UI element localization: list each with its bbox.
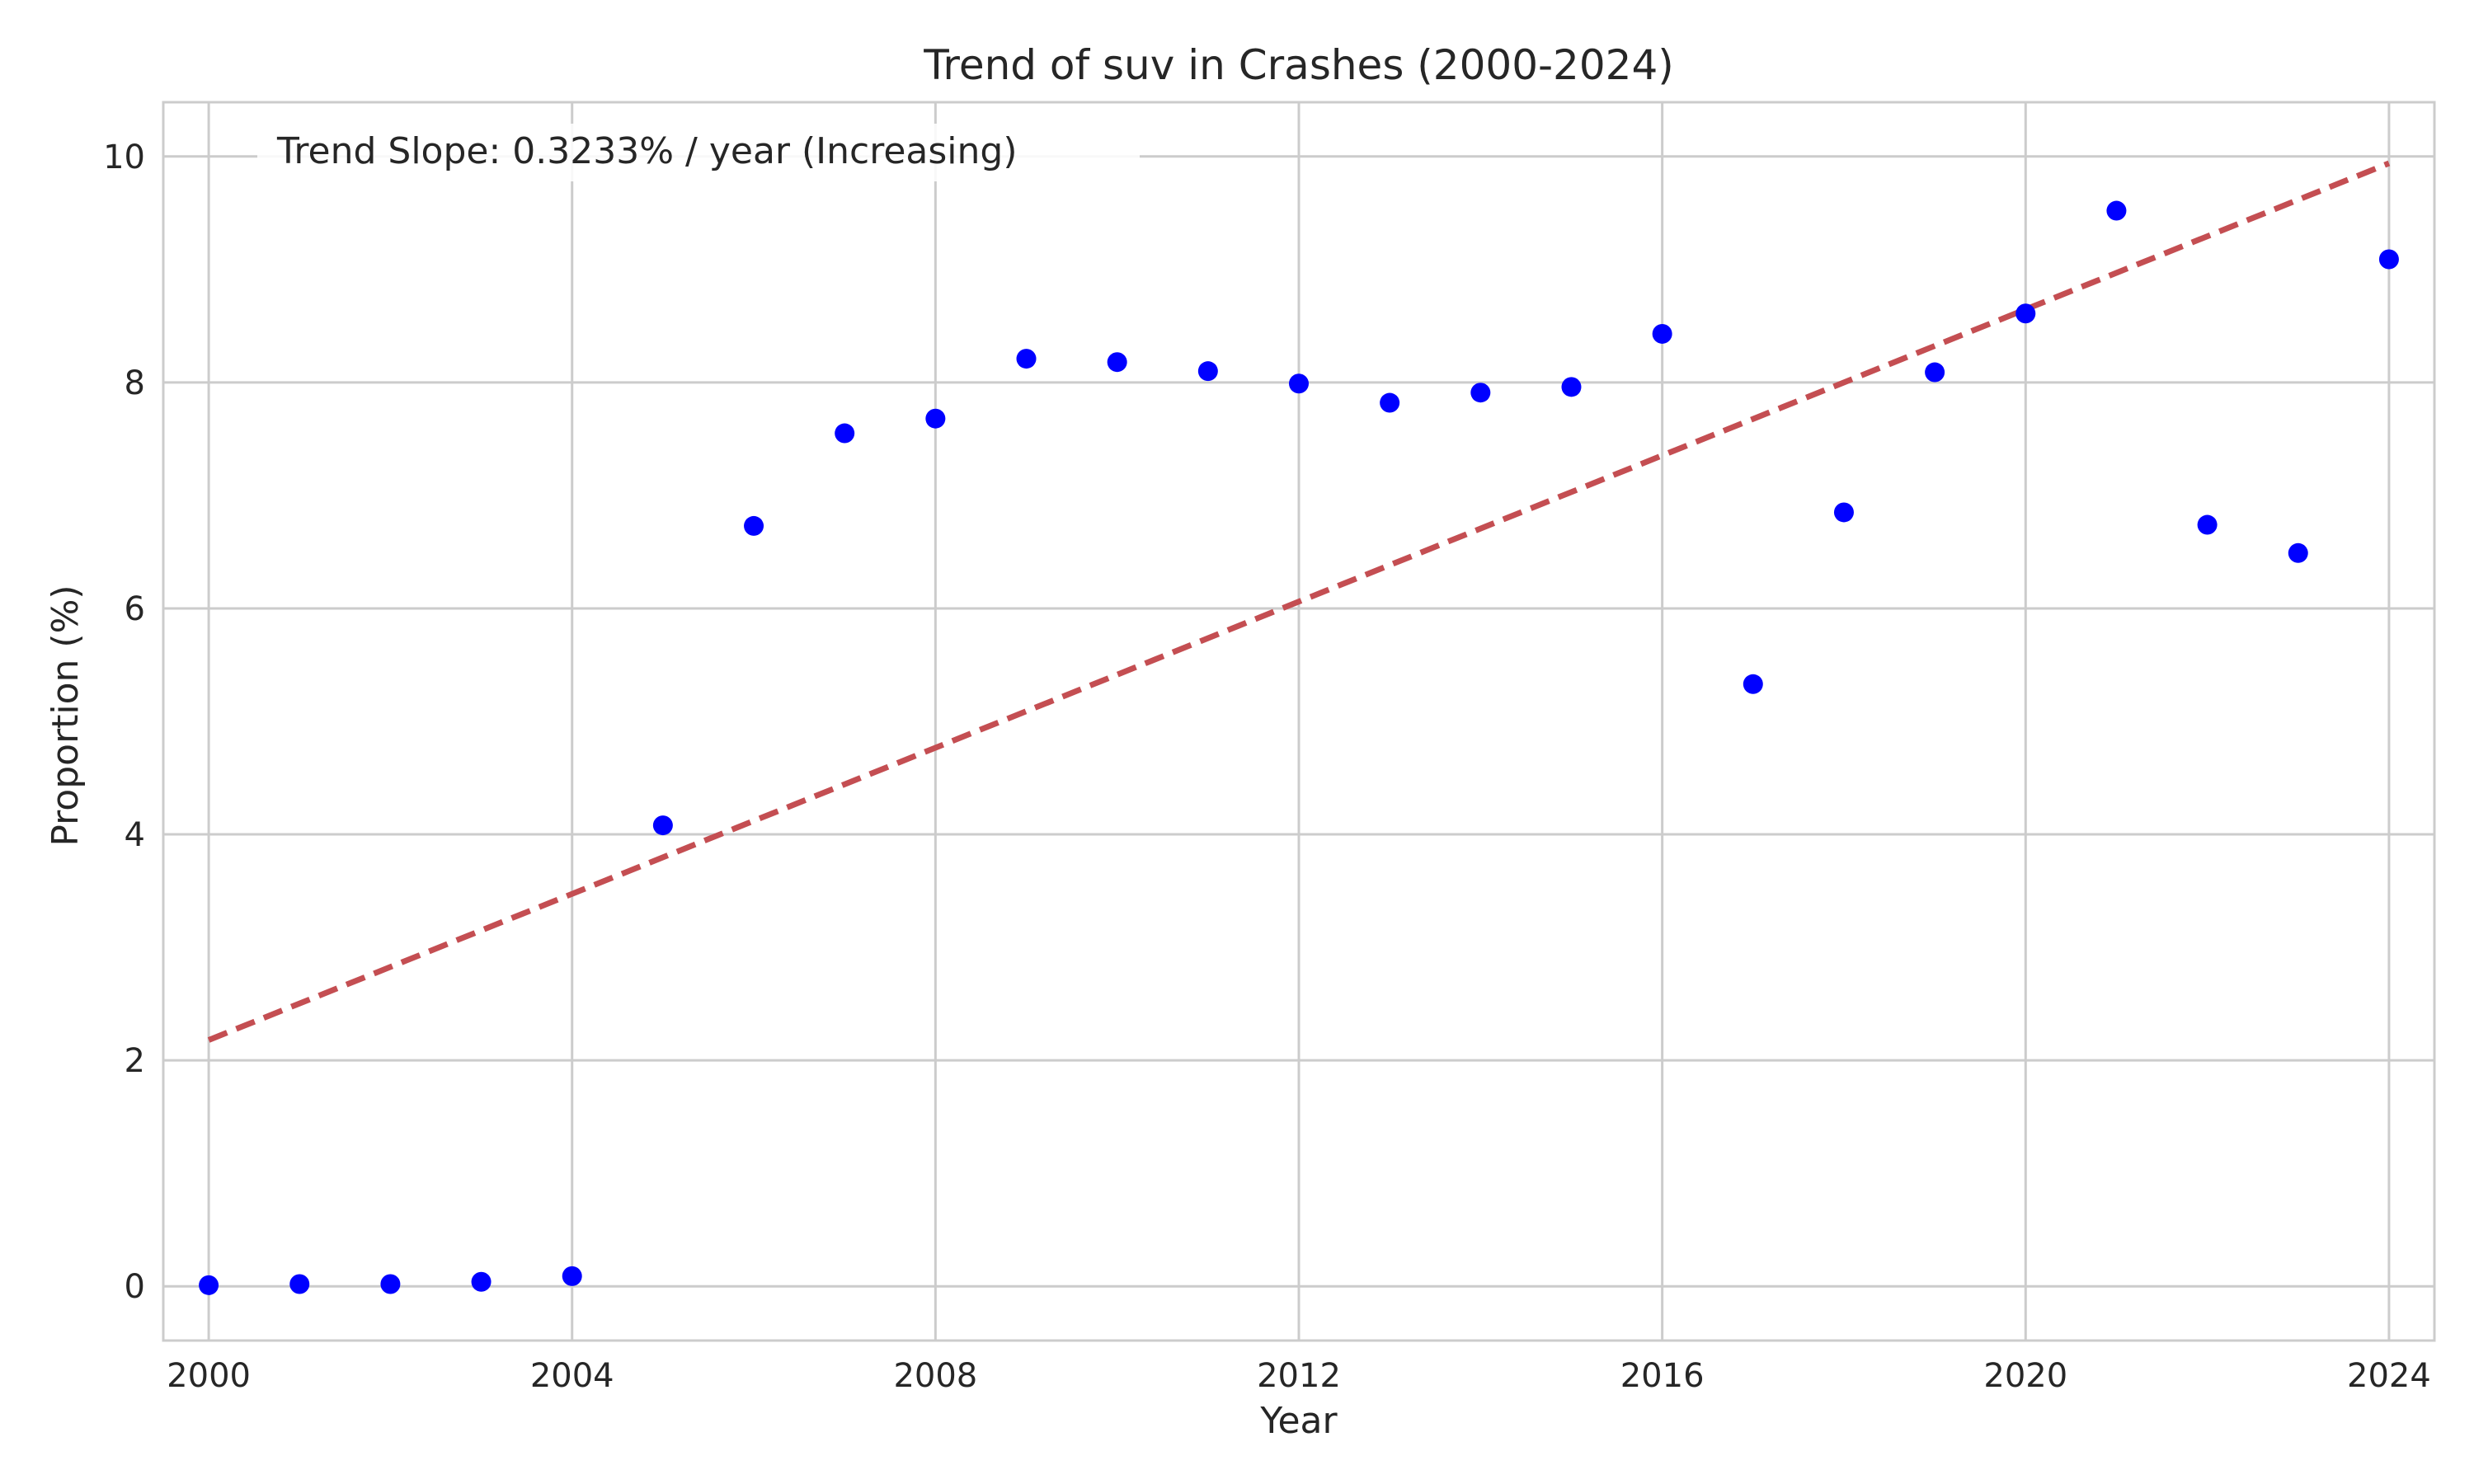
- data-point: [1289, 373, 1309, 394]
- y-tick-label: 8: [125, 364, 145, 402]
- legend: Trend Slope: 0.3233% / year (Increasing): [257, 124, 1140, 181]
- data-point: [199, 1275, 219, 1295]
- y-tick-label: 0: [125, 1268, 145, 1306]
- y-tick-label: 10: [103, 139, 145, 176]
- legend-entry-trend: Trend Slope: 0.3233% / year (Increasing): [276, 130, 1018, 172]
- data-point: [380, 1274, 401, 1294]
- x-tick-label: 2008: [893, 1357, 977, 1395]
- data-points: [199, 200, 2399, 1295]
- x-tick-label: 2016: [1620, 1357, 1705, 1395]
- y-axis-label: Proportion (%): [45, 585, 87, 846]
- data-point: [1833, 502, 1854, 523]
- data-point: [1743, 674, 1763, 694]
- data-point: [2288, 542, 2308, 563]
- x-tick-label: 2020: [1983, 1357, 2067, 1395]
- data-point: [925, 408, 946, 429]
- data-point: [1197, 361, 1218, 382]
- plot-frame: [162, 101, 2436, 1342]
- trend-line: [207, 160, 2391, 1043]
- tick-labels: 2000 2004 2008 2012 2016 2020 2024 0 2 4 6 8 10: [103, 139, 2431, 1395]
- y-tick-label: 2: [125, 1042, 145, 1080]
- x-tick-label: 2004: [530, 1357, 614, 1395]
- data-point: [2015, 303, 2036, 324]
- data-point: [1380, 392, 1400, 413]
- x-tick-label: 2000: [167, 1357, 251, 1395]
- chart-title: Trend of suv in Crashes (2000-2024): [923, 41, 1674, 89]
- data-point: [1561, 377, 1582, 397]
- data-point: [1016, 349, 1037, 369]
- x-tick-label: 2012: [1257, 1357, 1341, 1395]
- data-point: [562, 1266, 582, 1286]
- data-point: [2197, 514, 2218, 535]
- data-point: [652, 815, 673, 836]
- data-point: [1107, 352, 1127, 373]
- data-point: [1925, 362, 1945, 383]
- x-axis-label: Year: [1259, 1400, 1338, 1442]
- y-tick-label: 6: [125, 590, 145, 628]
- y-tick-label: 4: [125, 816, 145, 854]
- data-point: [2378, 249, 2399, 270]
- data-point: [1470, 383, 1491, 403]
- data-point: [289, 1274, 310, 1294]
- data-point: [471, 1271, 492, 1292]
- x-tick-label: 2024: [2347, 1357, 2431, 1395]
- legend-box: [257, 124, 1140, 181]
- trend-line-layer: [207, 160, 2391, 1043]
- data-point: [744, 515, 764, 536]
- data-point: [1652, 323, 1672, 344]
- data-point: [835, 423, 855, 444]
- data-point: [2106, 200, 2127, 221]
